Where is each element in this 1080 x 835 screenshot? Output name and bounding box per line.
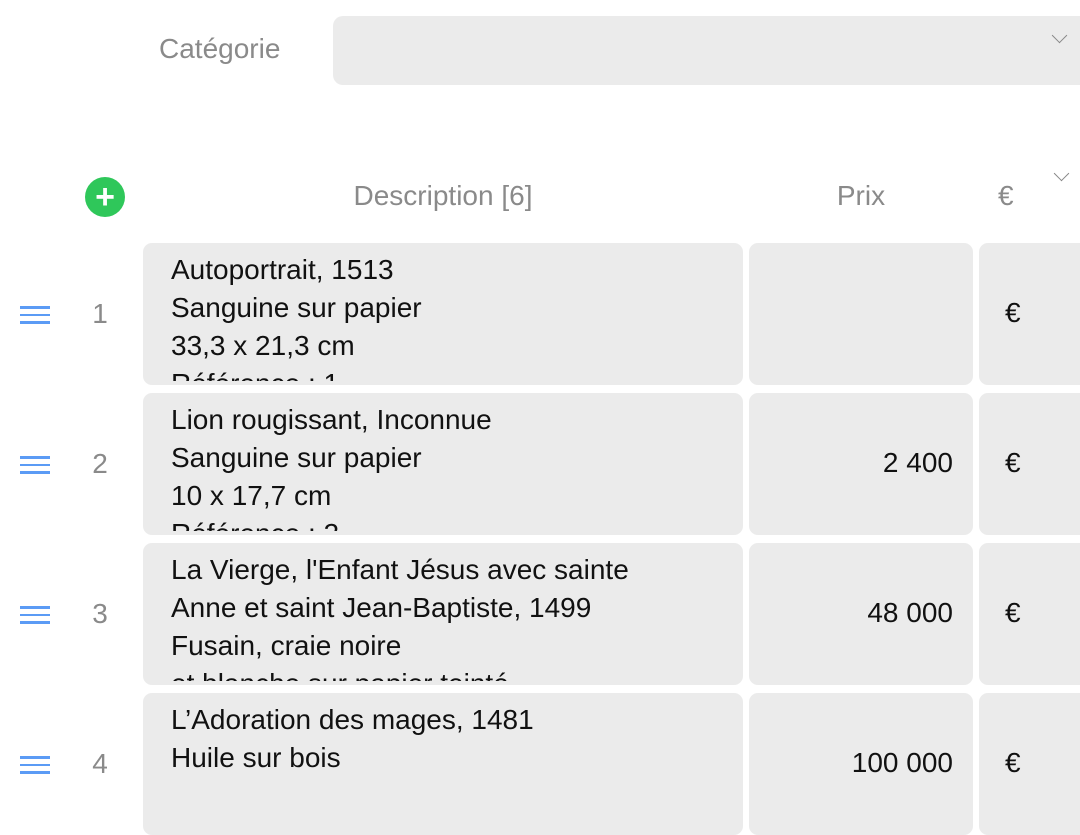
drag-handle-icon[interactable]	[20, 456, 50, 474]
price-cell[interactable]: 100 000	[749, 693, 973, 835]
description-cell[interactable]: L’Adoration des mages, 1481 Huile sur bo…	[143, 693, 743, 835]
column-header-currency[interactable]: €	[998, 180, 1014, 211]
column-header-price[interactable]: Prix	[836, 180, 886, 211]
description-cell[interactable]: La Vierge, l'Enfant Jésus avec sainte An…	[143, 543, 743, 685]
category-label: Catégorie	[159, 33, 281, 64]
table-row: 4 L’Adoration des mages, 1481 Huile sur …	[0, 693, 1080, 835]
currency-cell[interactable]: €	[979, 243, 1080, 385]
table-row: 2 Lion rougissant, Inconnue Sanguine sur…	[0, 393, 1080, 535]
column-menu-chevron-icon[interactable]	[1053, 165, 1070, 182]
price-cell[interactable]	[749, 243, 973, 385]
column-header-description[interactable]: Description [6]	[353, 180, 533, 211]
category-select[interactable]	[333, 16, 1080, 85]
currency-cell[interactable]: €	[979, 393, 1080, 535]
price-value: 48 000	[867, 597, 953, 628]
plus-icon: +	[95, 178, 115, 216]
currency-cell[interactable]: €	[979, 543, 1080, 685]
row-number: 1	[92, 298, 108, 329]
description-cell[interactable]: Lion rougissant, Inconnue Sanguine sur p…	[143, 393, 743, 535]
add-row-button[interactable]: +	[85, 177, 125, 217]
price-cell[interactable]: 48 000	[749, 543, 973, 685]
currency-value: €	[1005, 447, 1021, 478]
chevron-down-icon	[1051, 27, 1068, 44]
row-number: 3	[92, 598, 108, 629]
description-text: Autoportrait, 1513 Sanguine sur papier 3…	[171, 254, 422, 381]
description-text: Lion rougissant, Inconnue Sanguine sur p…	[171, 404, 492, 531]
currency-value: €	[1005, 297, 1021, 328]
currency-value: €	[1005, 747, 1021, 778]
drag-handle-icon[interactable]	[20, 306, 50, 324]
description-text: La Vierge, l'Enfant Jésus avec sainte An…	[171, 554, 629, 681]
row-number: 4	[92, 748, 108, 779]
description-cell[interactable]: Autoportrait, 1513 Sanguine sur papier 3…	[143, 243, 743, 385]
table-row: 3 La Vierge, l'Enfant Jésus avec sainte …	[0, 543, 1080, 685]
drag-handle-icon[interactable]	[20, 756, 50, 774]
table-row: 1 Autoportrait, 1513 Sanguine sur papier…	[0, 243, 1080, 385]
price-cell[interactable]: 2 400	[749, 393, 973, 535]
drag-handle-icon[interactable]	[20, 606, 50, 624]
price-value: 2 400	[882, 447, 953, 478]
currency-cell[interactable]: €	[979, 693, 1080, 835]
currency-value: €	[1005, 597, 1021, 628]
price-value: 100 000	[851, 747, 953, 778]
description-text: L’Adoration des mages, 1481 Huile sur bo…	[171, 704, 534, 773]
row-number: 2	[92, 448, 108, 479]
